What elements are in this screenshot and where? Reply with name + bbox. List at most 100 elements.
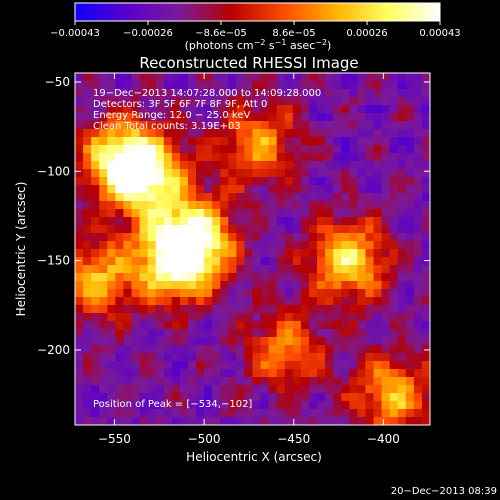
heatmap-cell [300,297,310,306]
heatmap-cell [381,401,391,410]
heatmap-cell [107,393,116,402]
heatmap-cell [83,161,92,170]
heatmap-cell [308,337,318,346]
heatmap-cell [421,401,431,410]
heatmap-cell [268,353,278,362]
heatmap-cell [397,369,407,378]
heatmap-cell [397,401,407,410]
heatmap-cell [381,337,391,346]
heatmap-cell [139,385,149,394]
heatmap-cell [91,337,100,346]
heatmap-cell [308,89,318,98]
heatmap-cell [260,305,270,314]
heatmap-cell [413,313,423,322]
heatmap-cell [397,113,407,122]
heatmap-cell [155,337,165,346]
heatmap-cell [115,353,124,362]
heatmap-cell [196,257,205,266]
heatmap-cell [413,233,423,242]
heatmap-cell [171,313,181,322]
heatmap-cell [179,97,189,106]
heatmap-cell [244,393,253,402]
heatmap-cell [75,409,84,418]
heatmap-cell [397,361,407,370]
heatmap-cell [139,201,149,210]
heatmap-cell [171,329,181,338]
heatmap-cell [373,273,382,282]
heatmap-cell [204,241,213,250]
heatmap-cell [204,89,213,98]
heatmap-cell [373,145,382,154]
heatmap-cell [139,417,149,426]
heatmap-cell [236,321,245,330]
heatmap-cell [220,393,229,402]
heatmap-cell [196,313,205,322]
heatmap-cell [365,73,374,82]
heatmap-cell [187,257,197,266]
heatmap-cell [83,129,92,138]
heatmap-cell [187,153,197,162]
heatmap-cell [276,209,286,218]
heatmap-cell [163,129,173,138]
heatmap-cell [308,329,318,338]
heatmap-cell [381,233,391,242]
heatmap-cell [115,113,124,122]
heatmap-cell [317,113,326,122]
heatmap-cell [83,81,92,90]
heatmap-cell [179,361,189,370]
heatmap-cell [308,241,318,250]
heatmap-cell [91,369,100,378]
heatmap-cell [300,145,310,154]
heatmap-cell [365,417,374,426]
heatmap-cell [373,257,382,266]
heatmap-cell [421,265,431,274]
heatmap-cell [389,297,399,306]
heatmap-cell [333,161,342,170]
heatmap-cell [381,89,391,98]
heatmap-cell [187,129,197,138]
heatmap-cell [139,241,149,250]
heatmap-cell [123,361,132,370]
heatmap-cell [357,153,366,162]
heatmap-cell [123,377,132,386]
heatmap-cell [244,97,253,106]
heatmap-cell [373,153,382,162]
heatmap-cell [171,337,181,346]
heatmap-cell [308,233,318,242]
heatmap-cell [220,289,229,298]
heatmap-cell [284,265,294,274]
heatmap-cell [405,113,415,122]
heatmap-cell [292,177,302,186]
heatmap-cell [317,281,326,290]
heatmap-cell [155,361,165,370]
heatmap-cell [220,345,229,354]
heatmap-cell [236,417,245,426]
heatmap-cell [349,209,358,218]
heatmap-cell [196,121,205,130]
heatmap-cell [204,121,213,130]
heatmap-cell [325,153,334,162]
heatmap-cell [115,417,124,426]
heatmap-cell [131,361,140,370]
heatmap-cell [349,297,358,306]
heatmap-cell [131,329,140,338]
heatmap-cell [155,313,165,322]
heatmap-cell [333,225,342,234]
heatmap-cell [204,201,213,210]
heatmap-cell [163,177,173,186]
heatmap-cell [341,193,350,202]
heatmap-cell [421,337,431,346]
heatmap-cell [171,89,181,98]
heatmap-cell [405,97,415,106]
heatmap-cell [284,225,294,234]
heatmap-cell [260,73,270,82]
colorbar-tick-label: 8.6e−05 [272,28,315,39]
heatmap-cell [123,273,132,282]
heatmap-cell [163,257,173,266]
heatmap-cell [405,177,415,186]
heatmap-cell [99,369,108,378]
heatmap-cell [260,97,270,106]
heatmap-cell [413,241,423,250]
heatmap-cell [220,361,229,370]
heatmap-cell [179,369,189,378]
